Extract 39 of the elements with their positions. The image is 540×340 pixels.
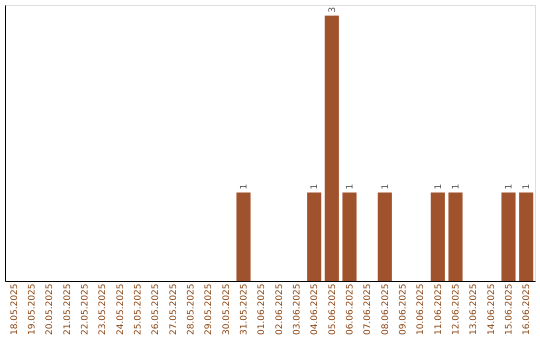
- x-tick-label: 05.06.2025: [328, 284, 338, 336]
- x-tick-label: 25.05.2025: [134, 284, 144, 336]
- data-label: 1: [452, 184, 462, 190]
- x-tick-label: 22.05.2025: [80, 284, 90, 336]
- x-tick-label: 26.05.2025: [151, 284, 162, 336]
- x-tick-label: 02.06.2025: [274, 284, 285, 336]
- x-tick-label: 09.06.2025: [398, 284, 408, 336]
- x-tick-label: 18.05.2025: [10, 284, 20, 336]
- x-tick-label: 28.05.2025: [186, 284, 196, 336]
- x-tick-label: 19.05.2025: [28, 284, 38, 336]
- x-tick-label: 08.06.2025: [380, 284, 391, 336]
- x-tick-label: 07.06.2025: [363, 284, 374, 336]
- x-tick-label: 23.05.2025: [98, 284, 108, 336]
- data-label: 3: [328, 6, 338, 13]
- x-tick-label: 15.06.2025: [504, 284, 514, 336]
- x-tick-label: 01.06.2025: [257, 284, 268, 336]
- x-tick-label: 10.06.2025: [416, 284, 426, 336]
- x-tick-label: 12.06.2025: [452, 284, 462, 336]
- data-label: 1: [346, 184, 356, 190]
- data-label: 1: [434, 184, 444, 190]
- x-tick-label: 31.05.2025: [240, 284, 250, 336]
- x-tick-label: 29.05.2025: [204, 284, 214, 336]
- x-tick-label: 03.06.2025: [292, 284, 302, 336]
- data-label: 1: [310, 184, 320, 190]
- data-label: 1: [522, 184, 532, 190]
- x-tick-label: 24.05.2025: [116, 284, 126, 336]
- x-tick-label: 14.06.2025: [486, 284, 497, 336]
- x-tick-label: 20.05.2025: [45, 284, 56, 336]
- x-tick-label: 27.05.2025: [168, 284, 179, 336]
- x-tick-label: 30.05.2025: [222, 284, 232, 336]
- data-label: 1: [240, 184, 250, 190]
- x-tick-label: 16.06.2025: [522, 284, 532, 336]
- x-tick-label: 04.06.2025: [310, 284, 320, 336]
- x-tick-label: 21.05.2025: [62, 284, 73, 336]
- x-tick-label: 06.06.2025: [346, 284, 356, 336]
- data-label: 1: [380, 184, 391, 190]
- data-label: 1: [504, 184, 514, 190]
- x-tick-label: 13.06.2025: [469, 284, 480, 336]
- x-tick-label: 11.06.2025: [434, 284, 444, 336]
